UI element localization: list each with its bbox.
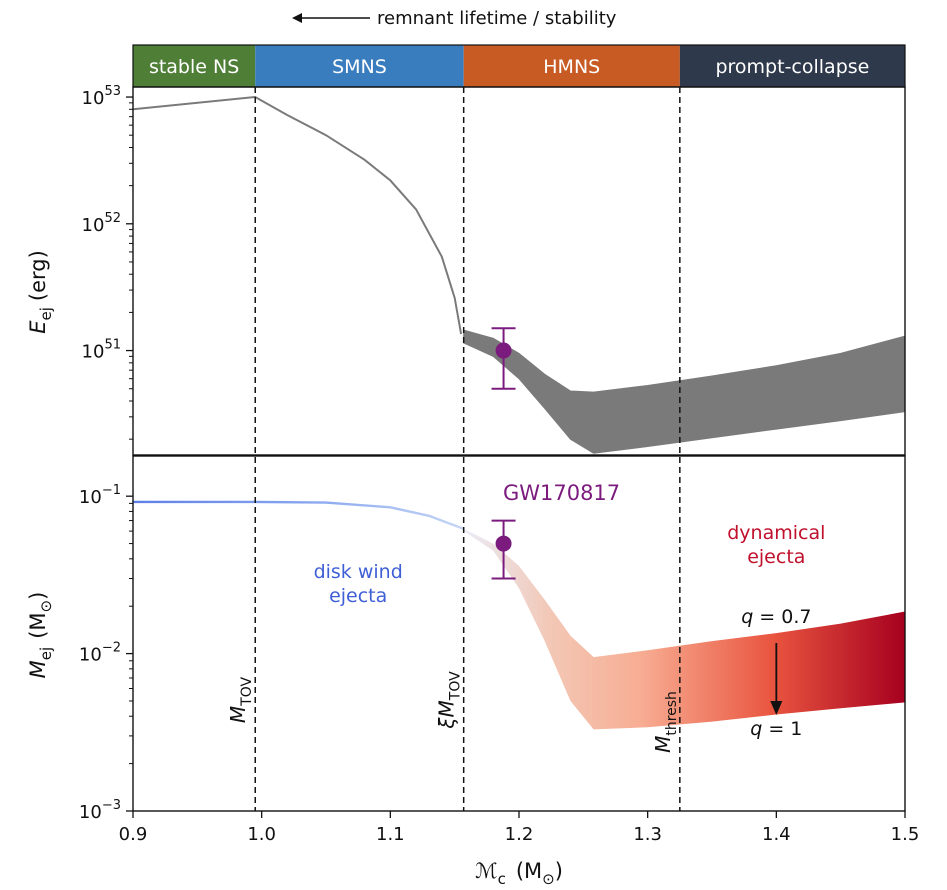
bottom-y-tick-label-0: 10−1 <box>79 483 121 508</box>
x-tick-label-6: 1.5 <box>891 824 920 845</box>
header-arrow-text: remnant lifetime / stability <box>377 8 617 29</box>
x-tick-label-2: 1.1 <box>376 824 405 845</box>
disk-wind-label-line1: disk wind <box>314 561 403 583</box>
top-energy-line <box>133 95 463 335</box>
dynamical-label-line1: dynamical <box>727 522 825 544</box>
svg-text:Mej(M⊙): Mej(M⊙) <box>26 592 55 679</box>
region-label-1: SMNS <box>332 56 387 78</box>
region-label-2: HMNS <box>543 56 600 78</box>
top-gw-point <box>491 327 516 390</box>
region-bar: stable NS SMNS HMNS prompt-collapse <box>132 44 906 88</box>
m-thresh-label: Mthresh <box>651 691 680 753</box>
disk-wind-line <box>133 500 465 531</box>
dynamical-label-line2: ejecta <box>747 546 805 568</box>
q-arrow-head <box>770 701 783 715</box>
region-1 <box>255 45 464 87</box>
svg-text:Eej(erg): Eej(erg) <box>26 250 55 334</box>
svg-text:MTOV: MTOV <box>226 676 255 723</box>
region-label-0: stable NS <box>149 56 239 78</box>
region-label-3: prompt-collapse <box>715 56 869 78</box>
gw170817-label: GW170817 <box>503 481 620 505</box>
svg-text:ξMTOV: ξMTOV <box>435 671 464 730</box>
top-frame <box>132 86 906 456</box>
bottom-ylabel: Mej(M⊙) <box>26 592 55 679</box>
q-bottom-label: q = 1 <box>750 718 802 740</box>
bottom-y-tick-label-2: 10−3 <box>79 798 121 823</box>
header-arrow: remnant lifetime / stability <box>292 8 617 29</box>
top-y-tick-label-0: 1053 <box>82 84 121 109</box>
q-top-label: q = 0.7 <box>741 606 811 628</box>
x-tick-label-0: 0.9 <box>119 824 148 845</box>
top-panel: 1053 1052 1051 <box>82 84 906 456</box>
disk-wind-label-line2: ejecta <box>329 585 387 607</box>
region-2 <box>463 45 680 87</box>
top-ylabel: Eej(erg) <box>26 250 55 334</box>
x-tick-label-1: 1.0 <box>247 824 276 845</box>
top-y-tick-label-2: 1051 <box>82 338 121 363</box>
bottom-y-tick-label-1: 10−2 <box>79 641 121 666</box>
x-tick-label-5: 1.4 <box>762 824 791 845</box>
xlabel: ℳc (M⊙) <box>475 859 563 888</box>
xi-m-tov-label: ξMTOV <box>435 671 464 730</box>
top-y-tick-label-1: 1052 <box>82 211 121 236</box>
top-energy-band <box>463 329 905 454</box>
m-tov-label: MTOV <box>226 676 255 723</box>
region-3 <box>679 45 905 87</box>
region-0 <box>133 45 256 87</box>
x-tick-label-3: 1.2 <box>505 824 534 845</box>
svg-text:ℳc(M⊙): ℳc (M⊙) <box>475 859 563 888</box>
bottom-gw-point <box>491 519 516 580</box>
x-tick-label-4: 1.3 <box>633 824 662 845</box>
dynamical-ejecta-band <box>463 528 905 730</box>
svg-text:Mthresh: Mthresh <box>651 691 680 753</box>
bottom-panel: 10−1 10−2 10−30.9 1.0 1.1 1.2 1.3 1.4 1.5 GW17081… <box>79 87 919 845</box>
